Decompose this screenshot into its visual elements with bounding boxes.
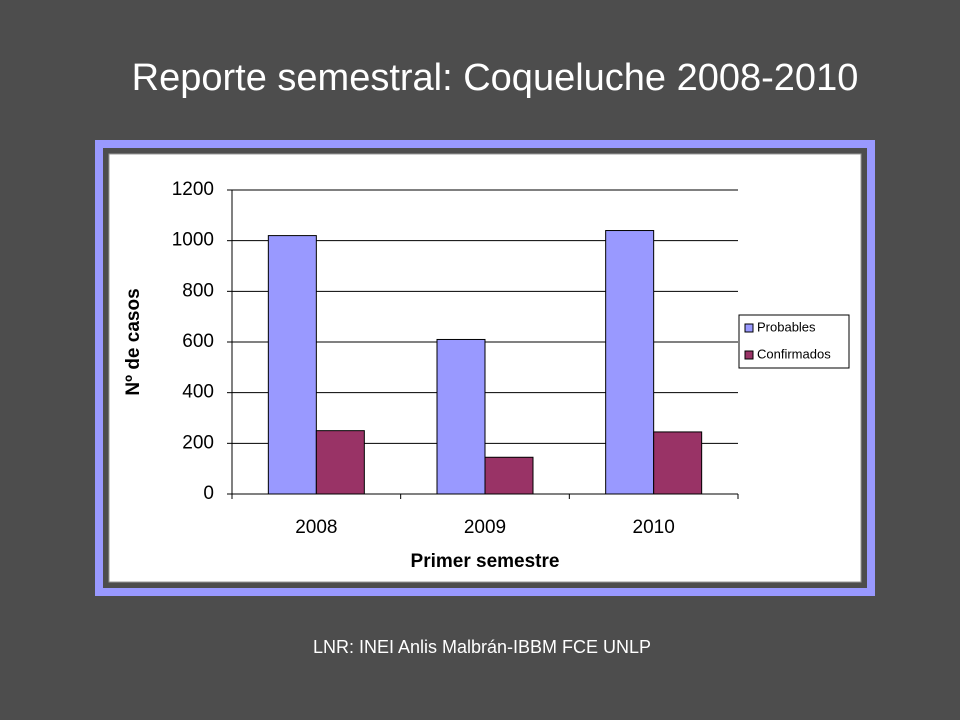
- x-tick-label: 2009: [464, 517, 506, 538]
- x-tick-label: 2010: [633, 517, 675, 538]
- legend-label: Confirmados: [757, 346, 831, 361]
- bar: [653, 431, 703, 495]
- y-tick-label: 400: [182, 382, 214, 403]
- chart: 0 200 400 600 800 1000 1200 2008 2009 2010 Primer …: [123, 179, 850, 572]
- legend-swatch: [744, 323, 754, 333]
- x-tick-label: 2008: [295, 517, 337, 538]
- bar: [436, 338, 486, 495]
- y-tick-label: 1200: [172, 179, 214, 200]
- y-tick-label: 1000: [172, 230, 214, 251]
- bar: [484, 456, 534, 495]
- slide-title: Reporte semestral: Coqueluche 2008-2010: [132, 57, 859, 99]
- legend-box: [738, 314, 850, 369]
- y-tick-label: 200: [182, 432, 214, 453]
- y-tick-label: 600: [182, 331, 214, 352]
- bar: [605, 230, 655, 495]
- footer: LNR: INEI Anlis Malbrán-IBBM FCE UNLP: [313, 637, 651, 657]
- x-axis-label: Primer semestre: [411, 551, 560, 572]
- bar: [315, 430, 365, 495]
- y-tick-label: 0: [203, 483, 214, 504]
- legend-label: Probables: [757, 319, 816, 334]
- y-axis-label: Nº de casos: [123, 288, 144, 395]
- legend-swatch: [744, 350, 754, 360]
- bar: [267, 235, 317, 495]
- y-tick-label: 800: [182, 280, 214, 301]
